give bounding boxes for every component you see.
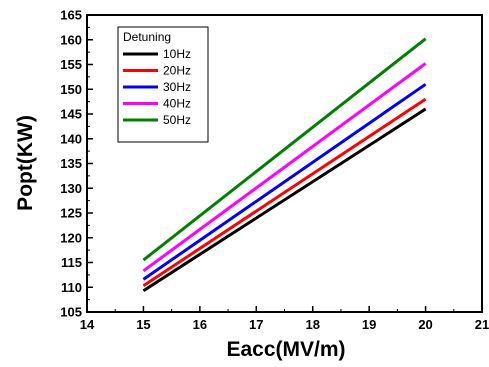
y-tick-label: 145 <box>60 107 82 122</box>
legend-label-40hz: 40Hz <box>163 97 191 111</box>
series-line-30hz <box>142 83 427 281</box>
y-tick-label: 130 <box>60 181 82 196</box>
x-tick-label: 16 <box>193 317 207 332</box>
y-tick-label: 150 <box>60 82 82 97</box>
x-tick-label: 18 <box>305 317 319 332</box>
y-tick-label: 115 <box>61 255 82 270</box>
x-tick-label: 15 <box>136 317 150 332</box>
legend: Detuning 10Hz 20Hz 30Hz 40Hz 50Hz <box>117 26 209 143</box>
y-tick-label: 105 <box>60 305 82 320</box>
y-tick-label: 135 <box>60 156 82 171</box>
legend-items: 10Hz 20Hz 30Hz 40Hz 50Hz <box>123 47 191 127</box>
y-tick-label: 160 <box>60 32 82 47</box>
series-line-40hz <box>142 62 427 273</box>
legend-label-20hz: 20Hz <box>163 64 191 78</box>
x-tick-label: 19 <box>362 317 376 332</box>
ticks-layer: 14 15 16 17 18 19 20 21 105 110 115 120 125 130 135 140… <box>60 8 489 333</box>
x-axis-title: Eacc(MV/m) <box>226 338 345 361</box>
x-tick-label: 21 <box>475 317 489 332</box>
y-tick-label: 140 <box>60 131 82 146</box>
y-tick-label: 125 <box>60 206 82 221</box>
legend-label-50hz: 50Hz <box>163 113 191 127</box>
legend-label-10hz: 10Hz <box>163 47 191 61</box>
y-tick-label: 165 <box>60 8 82 23</box>
plot-frame <box>86 14 483 313</box>
x-tick-label: 20 <box>418 317 432 332</box>
y-axis-title: Popt(KW) <box>14 115 37 211</box>
series-line-20hz <box>142 97 427 288</box>
x-tick-label: 17 <box>249 317 263 332</box>
x-tick-label: 14 <box>80 317 95 332</box>
series-line-50hz <box>142 37 427 262</box>
series-line-10hz <box>142 107 427 292</box>
y-tick-label: 155 <box>60 57 82 72</box>
legend-box <box>117 26 209 143</box>
y-tick-label: 120 <box>60 230 82 245</box>
series-lines <box>142 37 427 292</box>
legend-label-30hz: 30Hz <box>163 80 191 94</box>
y-tick-label: 110 <box>61 280 82 295</box>
legend-title: Detuning <box>123 30 171 44</box>
